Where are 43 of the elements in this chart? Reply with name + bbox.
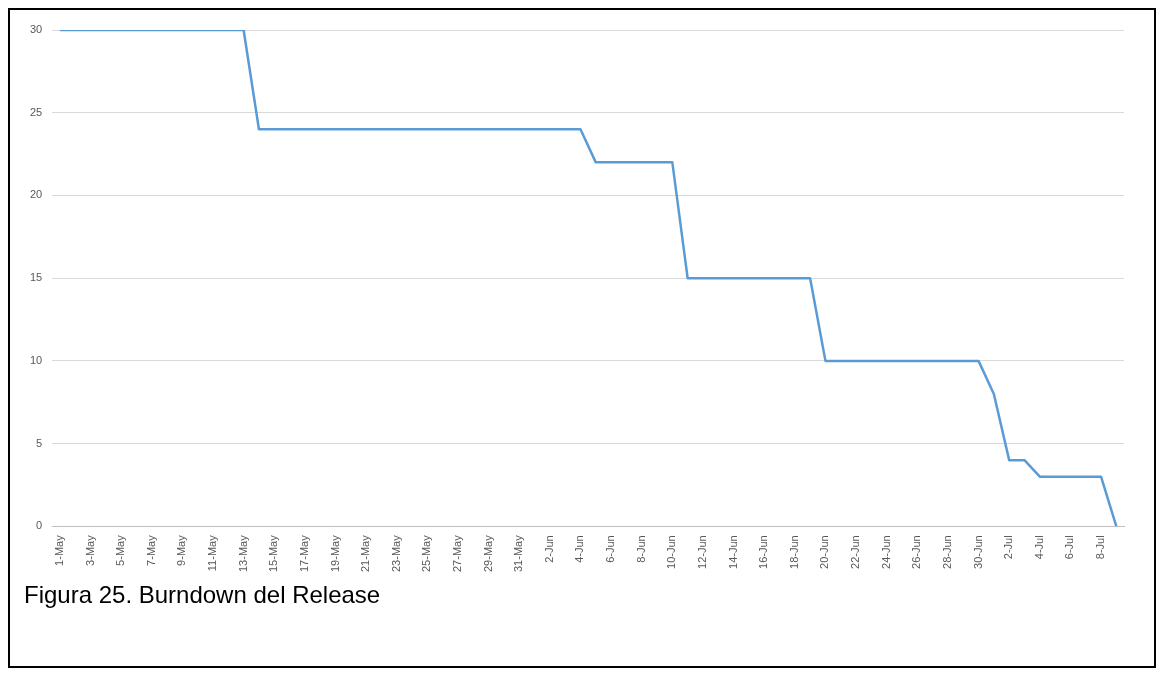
x-tick-label: 30-Jun [971, 535, 984, 569]
x-tick-label: 9-May [175, 534, 188, 566]
y-tick-label: 30 [29, 23, 43, 36]
y-tick-label: 0 [36, 519, 43, 532]
y-tick-label: 5 [36, 436, 43, 449]
x-tick-label: 8-Jul [1094, 535, 1107, 560]
x-tick-label: 3-May [83, 534, 96, 566]
x-tick-label: 28-Jun [940, 535, 953, 569]
x-tick-label: 26-Jun [910, 535, 923, 569]
x-tick-label: 15-May [267, 534, 280, 573]
x-tick-label: 13-May [236, 534, 249, 573]
y-tick-label: 10 [29, 353, 43, 366]
x-tick-label: 25-May [420, 534, 433, 573]
text: Figura 25. Burndown del Release [24, 581, 382, 609]
x-tick-label: 2-Jul [1002, 535, 1015, 560]
x-tick-label: 6-Jun [604, 535, 617, 563]
x-tick-label: 19-May [328, 534, 341, 573]
y-tick-label: 15 [29, 271, 43, 284]
x-tick-label: 7-May [144, 534, 157, 566]
y-tick-label: 25 [29, 105, 43, 118]
x-tick-label: 2-Jun [542, 535, 555, 563]
x-tick-label: 6-Jul [1063, 535, 1076, 560]
x-tick-label: 16-Jun [757, 535, 770, 569]
x-tick-label: 24-Jun [879, 535, 892, 569]
x-tick-label: 11-May [206, 534, 219, 572]
x-tick-label: 17-May [297, 534, 310, 573]
x-tick-label: 10-Jun [665, 535, 678, 569]
x-tick-label: 29-May [481, 534, 494, 573]
x-tick-label: 22-Jun [849, 535, 862, 569]
x-tick-label: 18-Jun [787, 535, 800, 569]
x-tick-label: 8-Jun [634, 535, 647, 563]
x-tick-label: 4-Jun [573, 535, 586, 563]
x-tick-label: 1-May [52, 534, 65, 566]
x-tick-label: 4-Jul [1032, 535, 1045, 560]
y-tick-label: 20 [29, 188, 43, 201]
x-tick-label: 21-May [359, 534, 372, 573]
x-tick-label: 23-May [389, 534, 402, 573]
x-tick-label: 5-May [114, 534, 127, 566]
x-tick-label: 31-May [512, 534, 525, 573]
x-tick-label: 14-Jun [726, 535, 739, 569]
x-tick-label: 27-May [451, 534, 464, 573]
x-tick-label: 20-Jun [818, 535, 831, 569]
x-tick-label: 12-Jun [695, 535, 708, 569]
